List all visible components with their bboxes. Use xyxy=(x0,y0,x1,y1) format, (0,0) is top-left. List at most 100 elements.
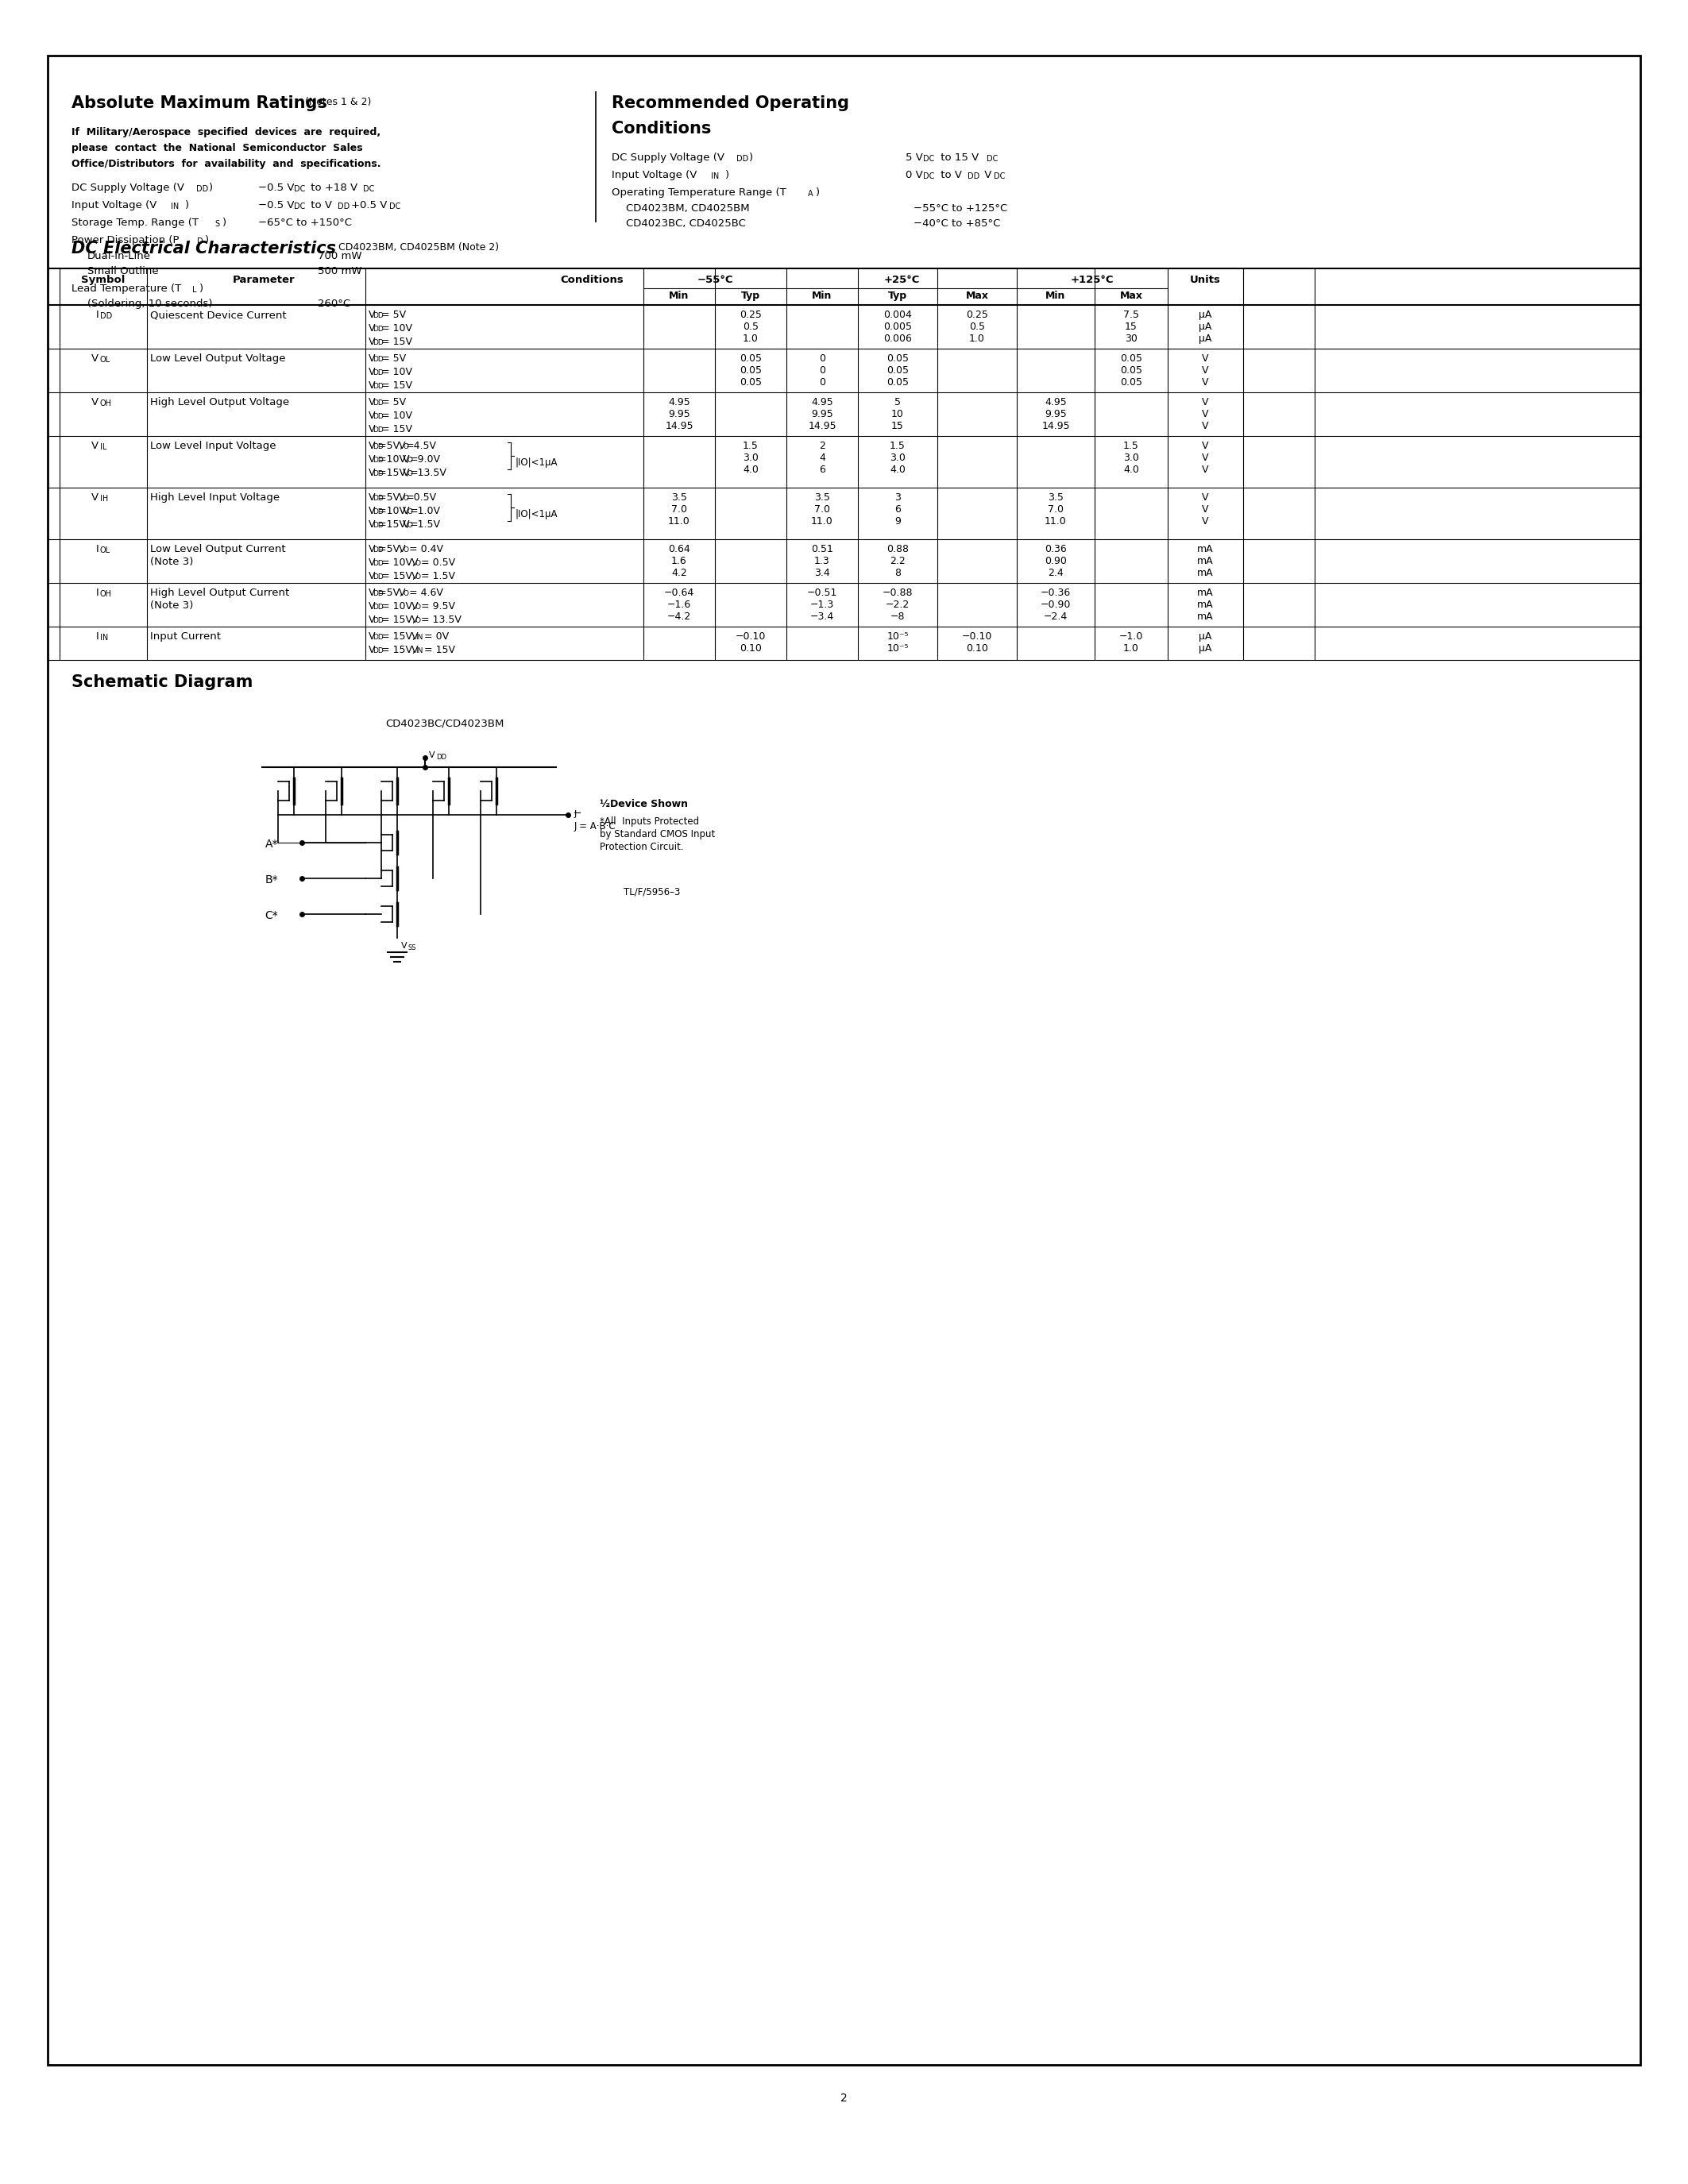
Text: Low Level Output Current: Low Level Output Current xyxy=(150,544,285,555)
Text: V: V xyxy=(402,941,407,950)
Text: = 15V: = 15V xyxy=(420,644,456,655)
Text: O: O xyxy=(415,559,420,568)
Text: V: V xyxy=(368,587,375,598)
Text: J = A·B·C: J = A·B·C xyxy=(574,821,616,832)
Text: V: V xyxy=(412,570,419,581)
Text: ): ) xyxy=(815,188,820,199)
Text: = 10V: = 10V xyxy=(378,411,412,422)
Text: V: V xyxy=(368,367,375,378)
Text: V: V xyxy=(368,544,375,555)
Text: = 15V: = 15V xyxy=(378,424,412,435)
Text: = 15V,: = 15V, xyxy=(378,631,419,642)
Text: −65°C to +150°C: −65°C to +150°C xyxy=(258,218,351,227)
Text: O: O xyxy=(407,456,412,463)
Text: Office/Distributors  for  availability  and  specifications.: Office/Distributors for availability and… xyxy=(71,159,381,168)
Text: V: V xyxy=(368,557,375,568)
Text: =5V,: =5V, xyxy=(378,587,407,598)
Text: 0.25
0.5
1.0: 0.25 0.5 1.0 xyxy=(966,310,987,343)
Text: V: V xyxy=(368,323,375,334)
Text: DC: DC xyxy=(390,203,400,210)
Text: 500 mW: 500 mW xyxy=(317,266,361,277)
Text: IN: IN xyxy=(415,633,424,640)
Text: Low Level Output Voltage: Low Level Output Voltage xyxy=(150,354,285,365)
Text: (Note 3): (Note 3) xyxy=(150,557,194,568)
Text: V: V xyxy=(91,354,98,365)
Text: = 5V: = 5V xyxy=(378,397,407,408)
Text: V
V
V: V V V xyxy=(1202,397,1209,430)
Text: V: V xyxy=(368,441,375,452)
Text: =15V,: =15V, xyxy=(378,520,412,531)
Text: ): ) xyxy=(209,183,213,192)
Text: 2
4
6: 2 4 6 xyxy=(819,441,825,474)
Text: 0
0
0: 0 0 0 xyxy=(819,354,825,387)
Text: 7.5
15
30: 7.5 15 30 xyxy=(1123,310,1139,343)
Text: C*: C* xyxy=(265,911,279,922)
Text: −1.0
1.0: −1.0 1.0 xyxy=(1119,631,1143,653)
Text: O: O xyxy=(407,509,412,515)
Text: DD: DD xyxy=(373,559,383,568)
Text: Operating Temperature Range (T: Operating Temperature Range (T xyxy=(611,188,787,199)
Text: DD: DD xyxy=(736,155,748,164)
Text: DD: DD xyxy=(373,522,383,529)
Text: High Level Output Voltage: High Level Output Voltage xyxy=(150,397,289,408)
Text: DD: DD xyxy=(373,646,383,655)
Text: −0.64
−1.6
−4.2: −0.64 −1.6 −4.2 xyxy=(663,587,694,622)
Text: −0.88
−2.2
−8: −0.88 −2.2 −8 xyxy=(883,587,913,622)
Text: DC: DC xyxy=(923,155,935,164)
Text: Small Outline: Small Outline xyxy=(88,266,159,277)
Text: O: O xyxy=(407,470,412,478)
Text: 5
10
15: 5 10 15 xyxy=(891,397,905,430)
Text: DD: DD xyxy=(338,203,349,210)
Text: 1.5
3.0
4.0: 1.5 3.0 4.0 xyxy=(890,441,905,474)
Text: V: V xyxy=(412,601,419,612)
Text: I: I xyxy=(96,310,98,321)
Text: 3.5
7.0
11.0: 3.5 7.0 11.0 xyxy=(812,491,834,526)
Text: OH: OH xyxy=(100,590,111,598)
Text: TL/F/5956–3: TL/F/5956–3 xyxy=(623,887,680,898)
Text: = 15V,: = 15V, xyxy=(378,570,419,581)
Text: μA
μA
μA: μA μA μA xyxy=(1198,310,1212,343)
Text: V: V xyxy=(368,354,375,365)
Text: High Level Output Current: High Level Output Current xyxy=(150,587,289,598)
Text: V: V xyxy=(368,631,375,642)
Text: 10⁻⁵
10⁻⁵: 10⁻⁵ 10⁻⁵ xyxy=(886,631,908,653)
Text: V: V xyxy=(368,380,375,391)
Text: Typ: Typ xyxy=(888,290,906,301)
Text: CD4023BM, CD4025BM (Note 2): CD4023BM, CD4025BM (Note 2) xyxy=(336,242,500,253)
Text: ): ) xyxy=(749,153,753,164)
Text: V: V xyxy=(403,467,410,478)
Text: by Standard CMOS Input: by Standard CMOS Input xyxy=(599,830,716,839)
Text: V: V xyxy=(412,644,419,655)
Text: DD: DD xyxy=(373,603,383,612)
Text: DD: DD xyxy=(373,356,383,363)
Text: OH: OH xyxy=(100,400,111,408)
Text: V: V xyxy=(368,601,375,612)
Text: O: O xyxy=(415,618,420,625)
Text: O: O xyxy=(415,603,420,612)
Text: J: J xyxy=(574,810,577,819)
Text: −55°C to +125°C: −55°C to +125°C xyxy=(913,203,1008,214)
Text: DD: DD xyxy=(373,590,383,596)
Text: = 0.4V: = 0.4V xyxy=(405,544,442,555)
Text: V: V xyxy=(412,557,419,568)
Text: O: O xyxy=(403,546,408,553)
Text: = 10V: = 10V xyxy=(378,323,412,334)
Text: Max: Max xyxy=(1119,290,1143,301)
Text: SS: SS xyxy=(408,943,417,952)
Text: V: V xyxy=(368,644,375,655)
Text: Power Dissipation (P: Power Dissipation (P xyxy=(71,236,179,245)
Text: I: I xyxy=(96,631,98,642)
Text: = 5V: = 5V xyxy=(378,310,407,321)
Text: V: V xyxy=(91,397,98,408)
Text: Protection Circuit.: Protection Circuit. xyxy=(599,841,684,852)
Text: 3.5
7.0
11.0: 3.5 7.0 11.0 xyxy=(1045,491,1067,526)
Text: =5V,: =5V, xyxy=(378,441,407,452)
Text: ): ) xyxy=(204,236,209,245)
Text: −0.5 V: −0.5 V xyxy=(258,201,294,210)
Text: A*: A* xyxy=(265,839,279,850)
Text: CD4023BC, CD4025BC: CD4023BC, CD4025BC xyxy=(626,218,746,229)
Text: =1.0V: =1.0V xyxy=(410,507,441,515)
Text: −40°C to +85°C: −40°C to +85°C xyxy=(913,218,1001,229)
Text: V: V xyxy=(368,397,375,408)
Text: CD4023BC/CD4023BM: CD4023BC/CD4023BM xyxy=(385,719,505,727)
